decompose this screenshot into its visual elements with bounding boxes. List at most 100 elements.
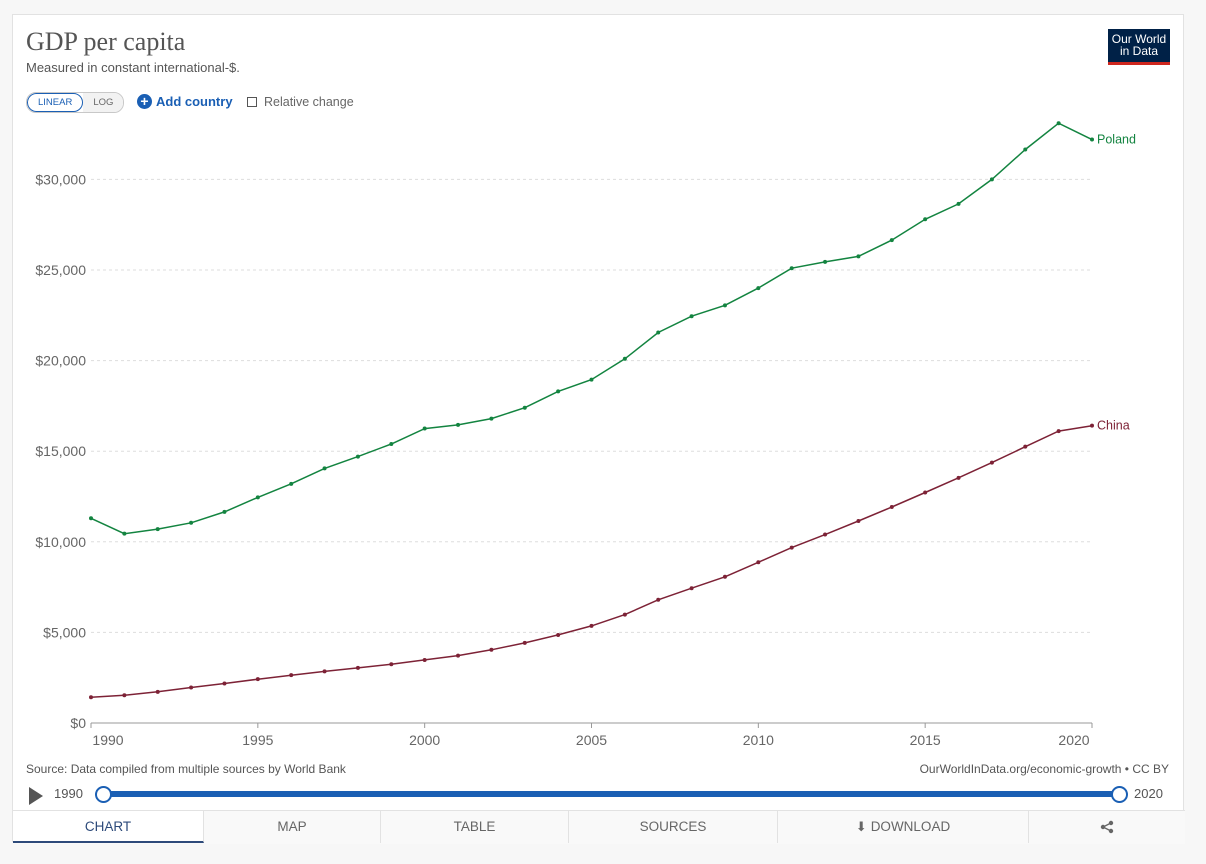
data-point-china	[622, 612, 627, 617]
data-point-poland	[222, 509, 227, 514]
owid-logo[interactable]: Our World in Data	[1108, 29, 1170, 65]
y-tick-label: $30,000	[35, 171, 86, 187]
tab-bar: CHART MAP TABLE SOURCES ⬇ DOWNLOAD	[13, 810, 1185, 844]
license-note[interactable]: OurWorldInData.org/economic-growth • CC …	[919, 762, 1169, 776]
data-point-china	[456, 653, 461, 658]
x-tick-label: 2020	[1058, 732, 1089, 748]
data-point-china	[1023, 444, 1028, 449]
data-point-poland	[1090, 137, 1094, 142]
page-subtitle: Measured in constant international-$.	[26, 60, 240, 75]
logo-line-1: Our World	[1111, 32, 1167, 46]
series-line-poland	[90, 122, 1093, 535]
x-tick-label: 1995	[242, 732, 273, 748]
data-point-china	[322, 669, 327, 674]
data-point-china	[289, 673, 294, 678]
y-tick-label: $0	[70, 715, 86, 731]
y-tick-label: $5,000	[43, 624, 86, 640]
data-point-poland	[89, 516, 93, 521]
data-point-poland	[456, 422, 461, 427]
share-icon	[1100, 821, 1114, 834]
data-point-poland	[422, 426, 427, 431]
y-tick-label: $20,000	[35, 353, 86, 369]
data-point-china	[522, 640, 527, 645]
data-point-poland	[989, 177, 994, 182]
chart-frame: GDP per capita Measured in constant inte…	[12, 14, 1185, 844]
data-point-china	[689, 586, 694, 591]
data-point-poland	[189, 520, 194, 525]
data-point-china	[222, 681, 227, 686]
data-point-china	[355, 665, 360, 670]
data-point-poland	[1023, 147, 1028, 152]
tab-map[interactable]: MAP	[204, 811, 381, 843]
add-country-label: Add country	[156, 94, 233, 109]
plus-circle-icon: +	[137, 94, 152, 109]
data-point-poland	[589, 377, 594, 382]
data-point-poland	[289, 481, 294, 486]
tab-share[interactable]	[1029, 811, 1185, 843]
download-icon: ⬇	[855, 819, 867, 834]
data-point-china	[823, 532, 828, 537]
play-icon[interactable]	[29, 787, 43, 805]
relative-change-checkbox[interactable]	[247, 97, 257, 107]
series-label-china: China	[1097, 419, 1130, 433]
timeline-start-handle[interactable]	[95, 786, 112, 803]
x-tick-label: 2005	[576, 732, 607, 748]
tab-download[interactable]: ⬇ DOWNLOAD	[778, 811, 1029, 843]
data-point-poland	[389, 441, 394, 446]
data-point-china	[155, 689, 160, 694]
data-point-china	[255, 677, 260, 682]
data-point-china	[956, 475, 961, 480]
x-tick-label: 1990	[92, 732, 123, 748]
data-point-china	[722, 574, 727, 579]
data-point-poland	[489, 416, 494, 421]
data-point-china	[556, 632, 561, 637]
data-point-poland	[823, 259, 828, 264]
data-point-china	[756, 560, 761, 565]
data-point-poland	[722, 303, 727, 308]
logo-line-2: in Data	[1119, 44, 1159, 58]
relative-change-toggle[interactable]: Relative change	[247, 95, 354, 109]
data-point-china	[656, 597, 661, 602]
tab-chart[interactable]: CHART	[13, 811, 204, 843]
data-point-china	[889, 505, 894, 510]
data-point-china	[1056, 429, 1061, 434]
data-point-china	[989, 460, 994, 465]
data-point-china	[923, 490, 928, 495]
data-point-poland	[522, 405, 527, 410]
source-note[interactable]: Source: Data compiled from multiple sour…	[26, 762, 346, 776]
data-point-china	[389, 662, 394, 667]
linear-scale-button[interactable]: LINEAR	[27, 93, 84, 112]
data-point-poland	[923, 217, 928, 222]
timeline-end-year: 2020	[1134, 786, 1163, 801]
data-point-poland	[889, 238, 894, 243]
timeline-end-handle[interactable]	[1111, 786, 1128, 803]
data-point-poland	[255, 495, 260, 500]
data-point-poland	[656, 330, 661, 335]
data-point-poland	[856, 254, 861, 259]
data-point-china	[589, 623, 594, 628]
y-tick-label: $15,000	[35, 443, 86, 459]
data-point-china	[1090, 423, 1094, 428]
tab-table[interactable]: TABLE	[381, 811, 569, 843]
add-country-button[interactable]: + Add country	[137, 94, 233, 109]
data-point-poland	[355, 454, 360, 459]
scale-toggle: LINEAR LOG	[26, 92, 125, 113]
y-tick-label: $10,000	[35, 534, 86, 550]
data-point-china	[489, 647, 494, 652]
series-label-poland: Poland	[1097, 133, 1136, 147]
log-scale-button[interactable]: LOG	[83, 93, 124, 112]
data-point-poland	[322, 466, 327, 471]
tab-sources[interactable]: SOURCES	[569, 811, 778, 843]
data-point-china	[89, 695, 93, 700]
tab-download-label: DOWNLOAD	[870, 819, 951, 834]
data-point-china	[189, 685, 194, 690]
data-point-china	[789, 545, 794, 550]
data-point-poland	[756, 286, 761, 291]
data-point-poland	[622, 356, 627, 361]
timeline-slider-track[interactable]	[103, 791, 1119, 797]
data-point-china	[122, 693, 127, 698]
data-point-poland	[122, 531, 127, 536]
x-tick-label: 2015	[910, 732, 941, 748]
line-chart: $0 $5,000 $10,000 $15,000 $20,000 $25,000 $30,…	[35, 121, 1136, 748]
data-point-poland	[789, 266, 794, 271]
